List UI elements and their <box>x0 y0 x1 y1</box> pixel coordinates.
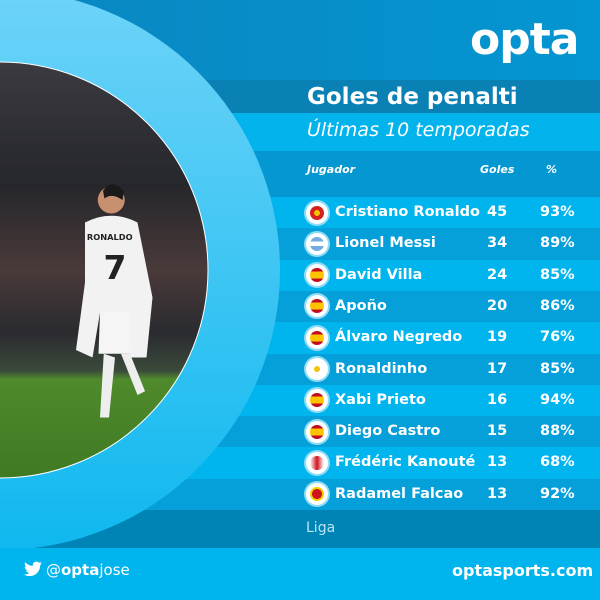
player-name: Álvaro Negredo <box>335 329 463 346</box>
pct-value: 76% <box>540 329 575 346</box>
page-title: Goles de penalti <box>307 84 518 110</box>
goals-value: 15 <box>487 423 508 440</box>
pct-value: 85% <box>540 360 575 377</box>
player-name: David Villa <box>335 266 423 283</box>
player-name: Ronaldinho <box>335 360 428 377</box>
shirt-number: 7 <box>104 248 127 287</box>
goals-value: 34 <box>487 235 508 252</box>
website-link[interactable]: optasports.com <box>452 561 594 580</box>
brazil-flag-icon <box>306 358 328 380</box>
goals-value: 45 <box>487 204 508 220</box>
twitter-handle[interactable]: @optajose <box>46 561 130 579</box>
goals-value: 13 <box>487 454 508 471</box>
pct-value: 68% <box>540 454 575 471</box>
goals-value: 16 <box>487 391 508 408</box>
spain-flag-icon <box>306 389 328 412</box>
pct-value: 88% <box>540 423 575 440</box>
pct-value: 89% <box>540 235 575 252</box>
column-header-pct: % <box>546 163 558 176</box>
column-header-player: Jugador <box>307 163 356 176</box>
handle-suffix: jose <box>99 561 130 579</box>
column-header-goals: Goles <box>480 163 515 176</box>
shirt-name: RONALDO <box>87 232 133 242</box>
pct-value: 86% <box>540 297 575 314</box>
page-subtitle: Últimas 10 temporadas <box>307 119 530 141</box>
competition-label: Liga <box>306 520 336 536</box>
player-name: Diego Castro <box>335 423 441 440</box>
opta-logo: opta <box>470 14 579 65</box>
spain-flag-icon <box>306 264 328 287</box>
twitter-icon <box>24 561 42 581</box>
pct-value: 93% <box>540 204 575 220</box>
player-name: Radamel Falcao <box>335 485 464 502</box>
spain-flag-icon <box>306 420 328 443</box>
goals-value: 24 <box>487 266 508 283</box>
handle-prefix: @ <box>46 561 61 579</box>
mali-flag-icon <box>306 451 328 474</box>
handle-brand: opta <box>61 561 100 579</box>
spain-flag-icon <box>306 326 328 349</box>
colombia-flag-icon <box>306 483 328 506</box>
player-name: Cristiano Ronaldo <box>335 204 480 220</box>
goals-value: 20 <box>487 297 508 314</box>
player-figure: RONALDO 7 <box>76 184 153 418</box>
goals-value: 13 <box>487 485 508 502</box>
goals-value: 17 <box>487 360 508 377</box>
goals-value: 19 <box>487 329 508 346</box>
player-name: Xabi Prieto <box>335 391 426 408</box>
argentina-flag-icon <box>306 232 328 255</box>
pct-value: 92% <box>540 485 575 502</box>
player-name: Frédéric Kanouté <box>335 454 476 471</box>
player-name: Lionel Messi <box>335 235 436 252</box>
portugal-flag-icon <box>306 201 328 224</box>
pct-value: 94% <box>540 391 575 408</box>
photo-artwork: RONALDO 7 <box>0 0 280 548</box>
player-name: Apoño <box>335 297 387 314</box>
spain-flag-icon <box>306 295 328 318</box>
pct-value: 85% <box>540 266 575 283</box>
